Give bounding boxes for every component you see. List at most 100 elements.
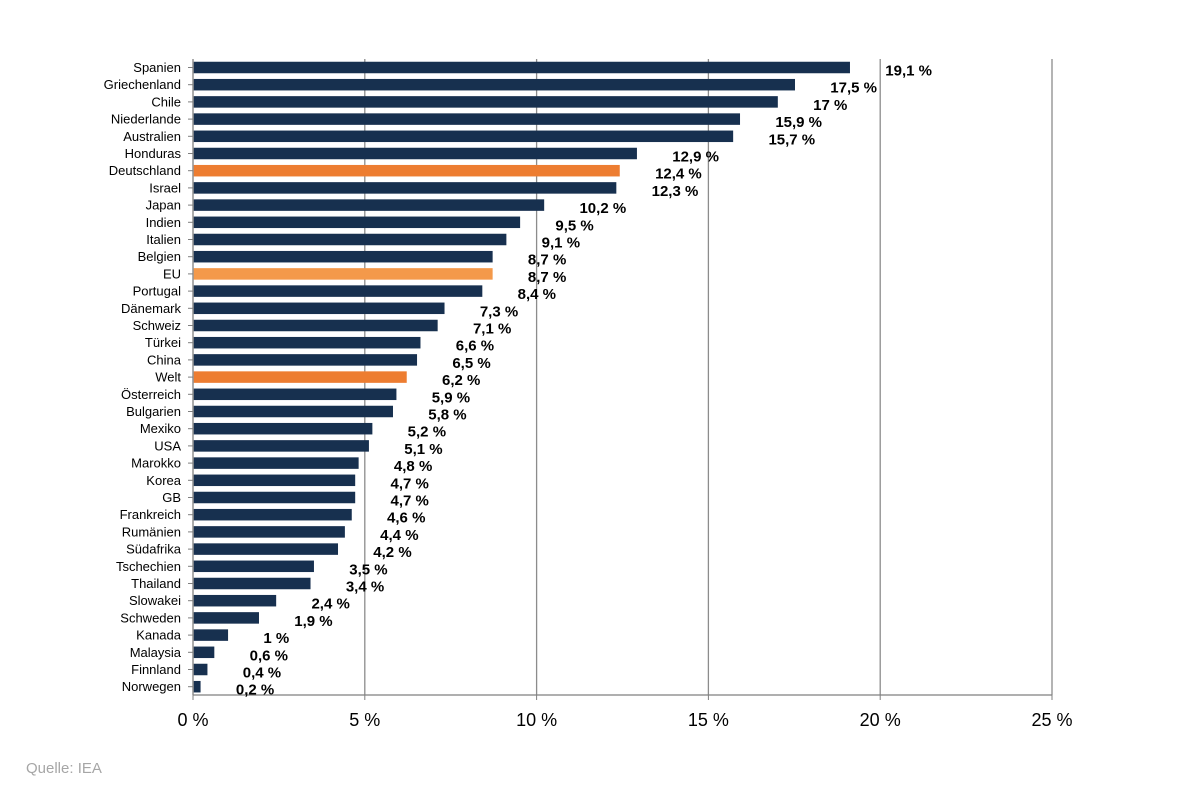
category-label: EU [163,266,181,281]
bar [193,268,493,280]
bar [193,629,229,641]
category-label: Mexiko [140,421,181,436]
value-label: 4,7 % [390,493,428,510]
axes [188,59,1053,700]
value-label: 5,1 % [404,441,442,458]
bar [193,285,483,297]
bar [193,233,507,246]
category-label: Marokko [131,456,181,471]
bar [193,147,637,160]
value-label: 7,3 % [480,303,518,320]
bar [193,560,314,573]
category-label: Welt [155,370,181,385]
bar [193,457,359,469]
value-label: 15,9 % [775,114,822,131]
bar [193,491,356,504]
value-label: 5,8 % [428,407,466,424]
bar [193,319,438,332]
category-label: Kanada [136,628,182,643]
category-label: Slowakei [129,593,181,608]
category-label: Japan [146,198,181,213]
value-label: 19,1 % [885,63,932,80]
value-label: 17 % [813,97,847,114]
x-tick-labels: 0 % 5 % 10 % 15 % 20 % 25 % [177,710,1072,730]
bar [193,405,393,418]
value-label: 6,5 % [452,355,490,372]
value-label: 7,1 % [473,321,511,338]
value-label: 9,1 % [542,235,580,252]
bar [193,543,339,555]
bar [193,78,795,91]
category-label: Belgien [138,249,181,264]
category-label: Norwegen [122,679,181,694]
category-label: Australien [123,129,181,144]
bar [193,96,778,108]
x-tick-label: 5 % [349,710,380,730]
value-label: 2,4 % [311,596,349,613]
value-label: 0,2 % [236,682,274,699]
category-label: Israel [149,180,181,195]
bar [193,354,418,366]
bar [193,113,741,125]
category-label: Honduras [125,146,182,161]
category-label: USA [154,438,181,453]
bar [193,577,311,590]
bar [193,336,421,349]
x-tick-label: 10 % [516,710,557,730]
bar [193,526,345,538]
value-label: 4,6 % [387,510,425,527]
x-tick-label: 25 % [1031,710,1072,730]
category-label: Dänemark [121,301,181,316]
category-label: Indien [146,215,181,230]
category-label: Rumänien [122,524,181,539]
value-label: 17,5 % [830,80,877,97]
bar [193,250,493,263]
value-label: 12,9 % [672,149,719,166]
value-label: 4,7 % [390,475,428,492]
bar [193,164,620,177]
category-label: Spanien [133,60,181,75]
category-label: Portugal [133,284,182,299]
value-label: 8,7 % [528,269,566,286]
x-tick-label: 15 % [688,710,729,730]
category-label: Österreich [121,387,181,402]
bar [193,182,617,194]
value-label: 12,4 % [655,166,702,183]
value-label: 9,5 % [555,217,593,234]
bar [193,474,356,487]
category-label: Italien [146,232,181,247]
bar [193,422,373,435]
bar [193,216,521,229]
category-label: Finnland [131,662,181,677]
category-labels: Spanien Griechenland Chile Niederlande Austr… [104,60,182,694]
value-label: 4,4 % [380,527,418,544]
bar [193,199,545,211]
bar [193,646,215,659]
value-label: 5,9 % [432,389,470,406]
category-label: Malaysia [130,645,182,660]
bar [193,388,397,401]
bar [193,302,445,315]
value-label: 8,7 % [528,252,566,269]
source-note: Quelle: IEA [26,760,102,777]
category-label: Griechenland [104,77,181,92]
bar [193,680,201,693]
bar [193,371,407,383]
value-label: 4,2 % [373,544,411,561]
category-label: China [147,352,182,367]
bar [193,440,369,452]
value-labels: 19,1 % 17,5 %17 %15,9 %15,7 % 12,9 %12,4 %… [236,63,932,699]
value-label: 3,5 % [349,561,387,578]
value-label: 1,9 % [294,613,332,630]
value-label: 6,2 % [442,372,480,389]
category-label: Deutschland [109,163,181,178]
value-label: 6,6 % [456,338,494,355]
value-label: 8,4 % [518,286,556,303]
category-label: Thailand [131,576,181,591]
bar [193,663,208,676]
value-label: 1 % [263,630,289,647]
category-label: Tschechien [116,559,181,574]
category-label: Niederlande [111,112,181,127]
bar [193,612,259,624]
